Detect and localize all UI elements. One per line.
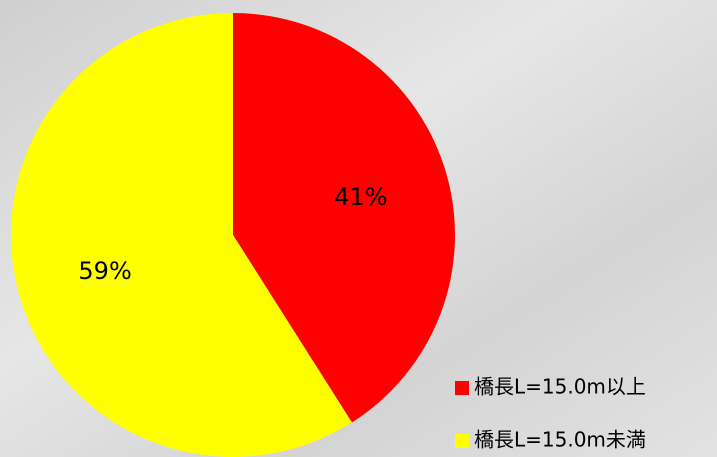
legend-label: 橋長L=15.0m未満 [474,428,646,452]
data-label: 41% [334,183,387,211]
legend-swatch [455,434,469,448]
legend-swatch [455,381,469,395]
legend-label: 橋長L=15.0m以上 [474,375,646,399]
data-label: 59% [78,257,131,285]
chart: 41% 59% 橋長L=15.0m以上橋長L=15.0m未満 [0,0,717,457]
